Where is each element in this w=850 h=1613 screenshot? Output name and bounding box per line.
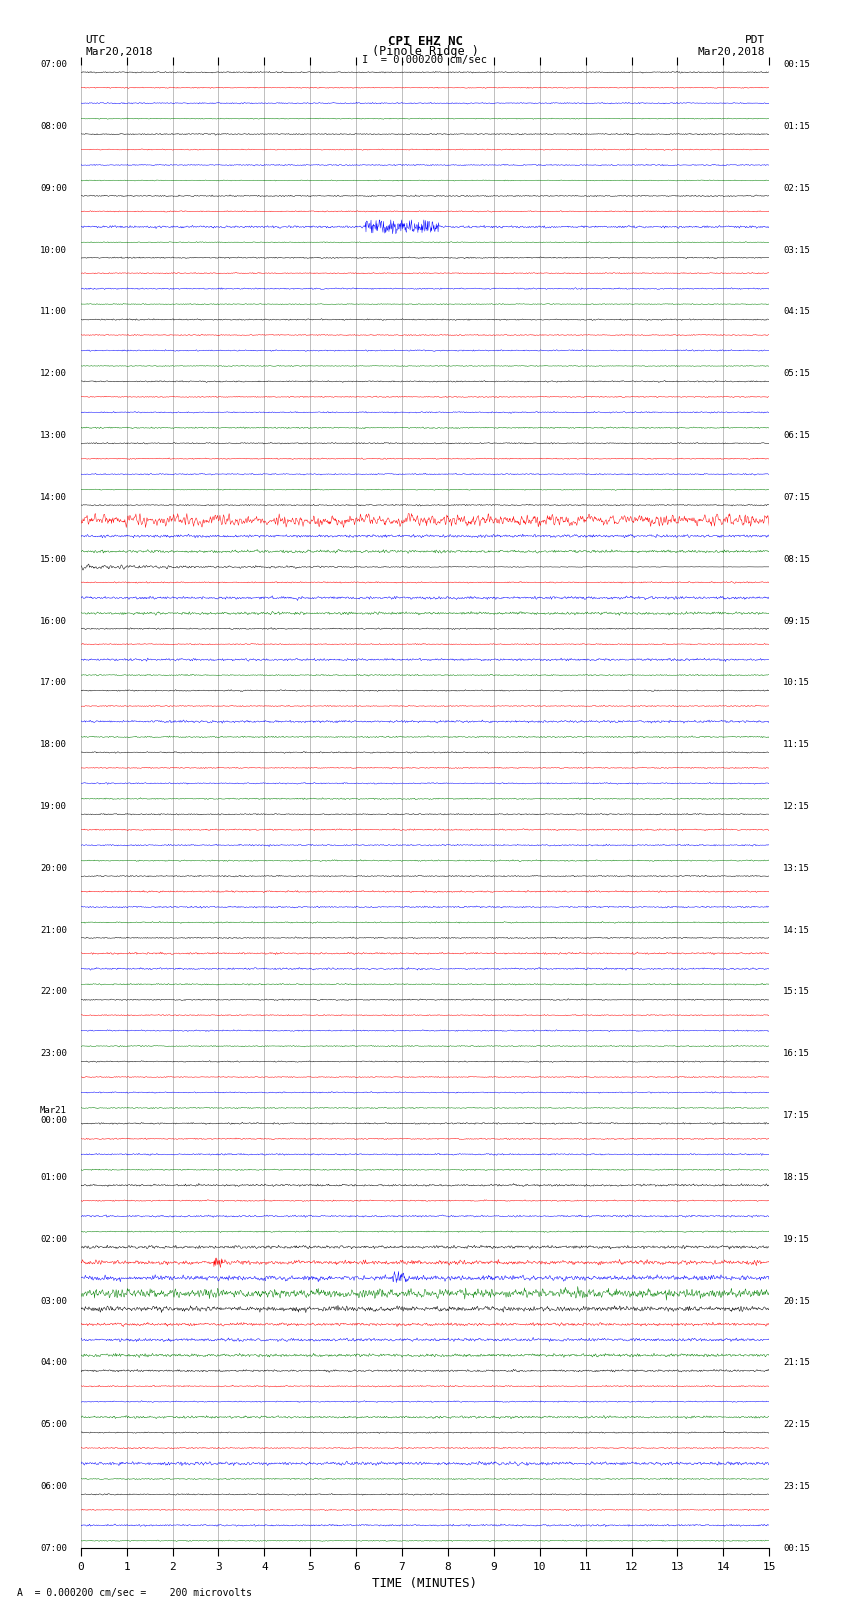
Text: 21:15: 21:15	[783, 1358, 810, 1368]
Text: 07:00: 07:00	[40, 1544, 67, 1553]
Text: 07:00: 07:00	[40, 60, 67, 69]
Text: 02:00: 02:00	[40, 1236, 67, 1244]
Text: 18:00: 18:00	[40, 740, 67, 748]
Text: 11:00: 11:00	[40, 308, 67, 316]
Text: 18:15: 18:15	[783, 1173, 810, 1182]
X-axis label: TIME (MINUTES): TIME (MINUTES)	[372, 1578, 478, 1590]
Text: 12:15: 12:15	[783, 802, 810, 811]
Text: 20:00: 20:00	[40, 865, 67, 873]
Text: 20:15: 20:15	[783, 1297, 810, 1305]
Text: 06:00: 06:00	[40, 1482, 67, 1490]
Text: Mar20,2018: Mar20,2018	[698, 47, 765, 56]
Text: 12:00: 12:00	[40, 369, 67, 377]
Text: CPI EHZ NC: CPI EHZ NC	[388, 35, 462, 48]
Text: 14:00: 14:00	[40, 494, 67, 502]
Text: 05:15: 05:15	[783, 369, 810, 377]
Text: Mar20,2018: Mar20,2018	[85, 47, 152, 56]
Text: UTC: UTC	[85, 35, 105, 45]
Text: A  = 0.000200 cm/sec =    200 microvolts: A = 0.000200 cm/sec = 200 microvolts	[17, 1589, 252, 1598]
Text: 02:15: 02:15	[783, 184, 810, 192]
Text: 16:15: 16:15	[783, 1050, 810, 1058]
Text: 06:15: 06:15	[783, 431, 810, 440]
Text: 10:15: 10:15	[783, 679, 810, 687]
Text: 16:00: 16:00	[40, 616, 67, 626]
Text: 03:15: 03:15	[783, 245, 810, 255]
Text: 19:00: 19:00	[40, 802, 67, 811]
Text: 13:00: 13:00	[40, 431, 67, 440]
Text: 22:00: 22:00	[40, 987, 67, 997]
Text: (Pinole Ridge ): (Pinole Ridge )	[371, 45, 479, 58]
Text: 10:00: 10:00	[40, 245, 67, 255]
Text: 14:15: 14:15	[783, 926, 810, 934]
Text: 23:00: 23:00	[40, 1050, 67, 1058]
Text: 01:00: 01:00	[40, 1173, 67, 1182]
Text: 00:15: 00:15	[783, 1544, 810, 1553]
Text: 07:15: 07:15	[783, 494, 810, 502]
Text: 04:15: 04:15	[783, 308, 810, 316]
Text: 21:00: 21:00	[40, 926, 67, 934]
Text: 09:15: 09:15	[783, 616, 810, 626]
Text: I  = 0.000200 cm/sec: I = 0.000200 cm/sec	[362, 55, 488, 65]
Text: 11:15: 11:15	[783, 740, 810, 748]
Text: 17:15: 17:15	[783, 1111, 810, 1119]
Text: 08:00: 08:00	[40, 123, 67, 131]
Text: 13:15: 13:15	[783, 865, 810, 873]
Text: 22:15: 22:15	[783, 1421, 810, 1429]
Text: 03:00: 03:00	[40, 1297, 67, 1305]
Text: 01:15: 01:15	[783, 123, 810, 131]
Text: 09:00: 09:00	[40, 184, 67, 192]
Text: PDT: PDT	[745, 35, 765, 45]
Text: 00:15: 00:15	[783, 60, 810, 69]
Text: 19:15: 19:15	[783, 1236, 810, 1244]
Text: Mar21
00:00: Mar21 00:00	[40, 1107, 67, 1126]
Text: 05:00: 05:00	[40, 1421, 67, 1429]
Text: 08:15: 08:15	[783, 555, 810, 563]
Text: 15:00: 15:00	[40, 555, 67, 563]
Text: 17:00: 17:00	[40, 679, 67, 687]
Text: 23:15: 23:15	[783, 1482, 810, 1490]
Text: 04:00: 04:00	[40, 1358, 67, 1368]
Text: 15:15: 15:15	[783, 987, 810, 997]
